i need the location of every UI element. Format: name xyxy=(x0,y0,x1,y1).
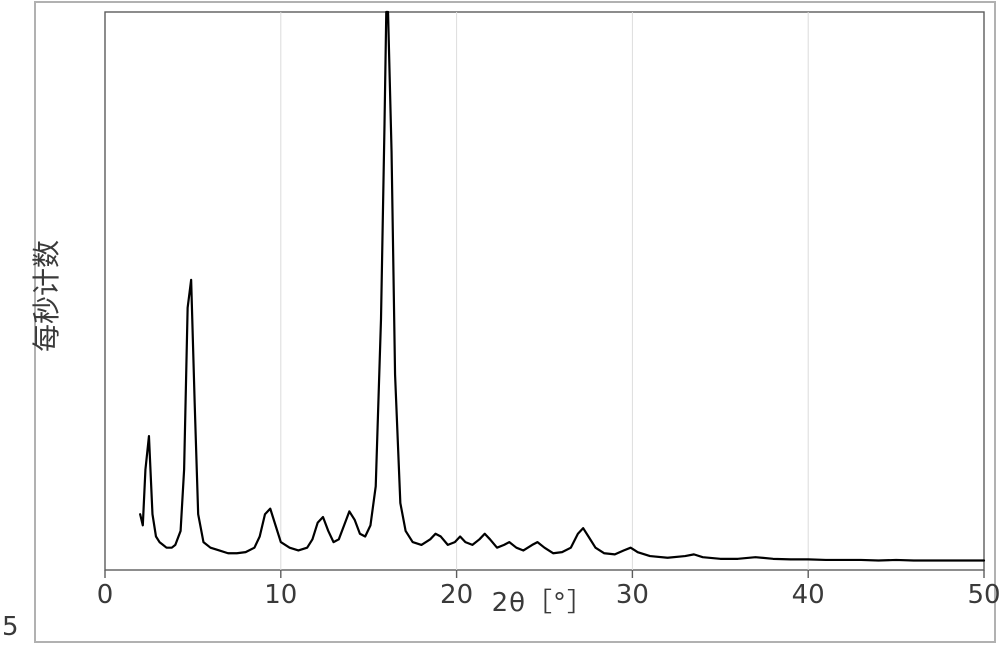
xrd-chart xyxy=(0,0,1000,648)
x-tick-label: 20 xyxy=(437,580,477,610)
x-tick-label: 50 xyxy=(964,580,1000,610)
x-tick-label: 30 xyxy=(612,580,652,610)
y-axis-label: 每秒计数 xyxy=(0,276,145,306)
x-tick-label: 40 xyxy=(788,580,828,610)
x-axis-label: 2θ［°］ xyxy=(492,582,594,619)
plot-area xyxy=(105,12,984,570)
margin-annotation: 5 xyxy=(2,612,19,642)
x-tick-label: 0 xyxy=(85,580,125,610)
x-tick-label: 10 xyxy=(261,580,301,610)
